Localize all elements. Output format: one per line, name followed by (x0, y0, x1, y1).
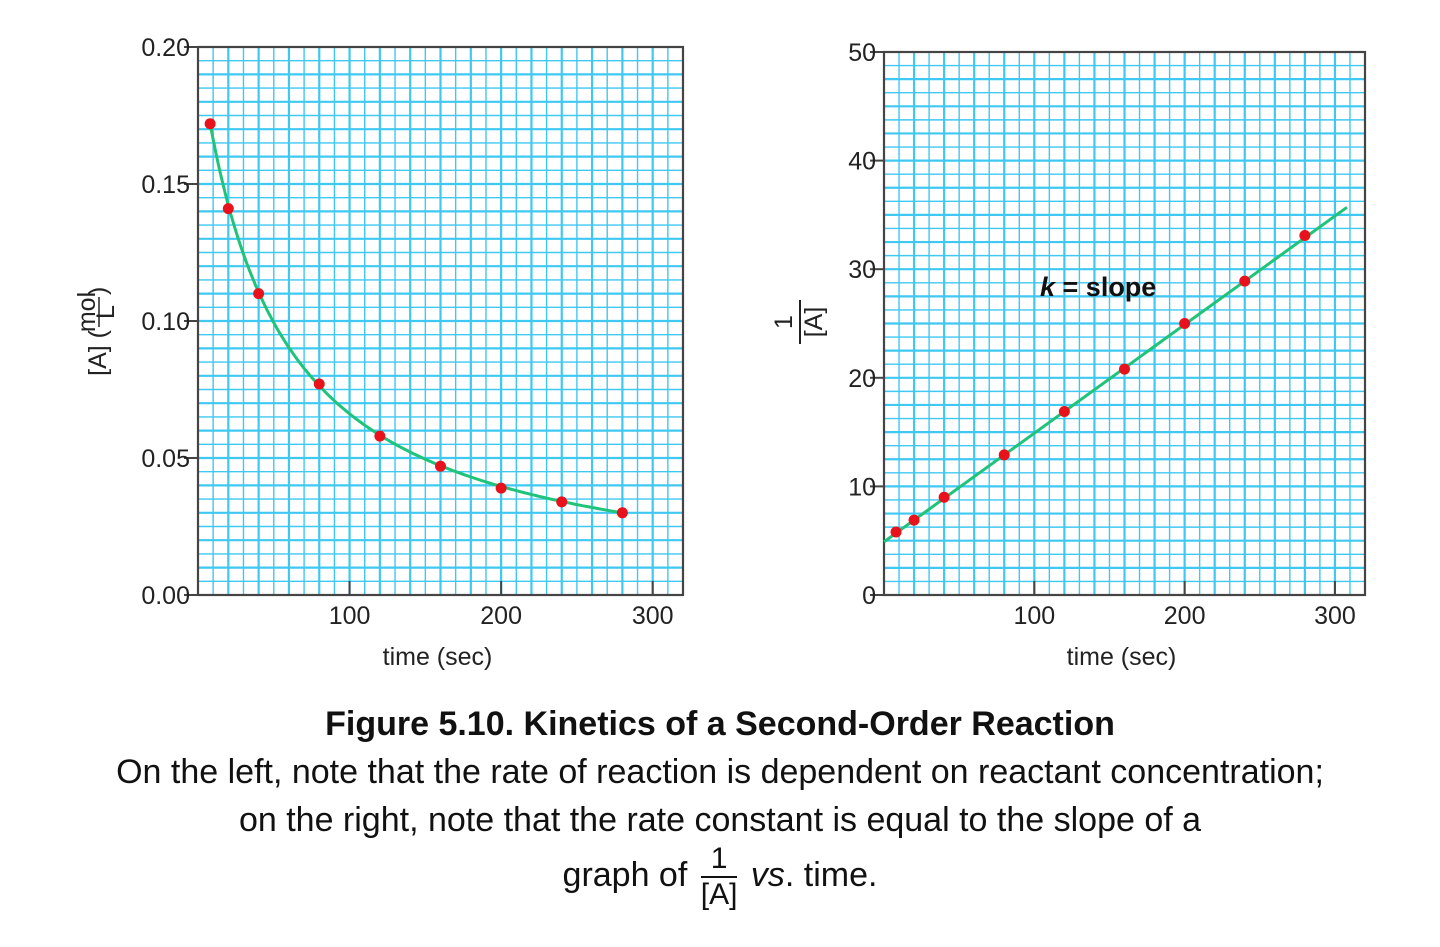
caption-frac-den: [A] (700, 878, 738, 911)
x-tick-label: 100 (1013, 602, 1055, 630)
y-tick-label: 10 (848, 473, 876, 501)
data-point (1299, 230, 1311, 242)
data-point (204, 118, 216, 130)
data-point (1058, 405, 1070, 417)
data-point (556, 496, 568, 508)
y-tick-label: 0.05 (141, 445, 190, 473)
y-axis-frac-den: L (92, 305, 120, 319)
y-tick-label: 0.20 (141, 34, 190, 62)
data-point (890, 526, 902, 538)
data-point (908, 514, 920, 526)
data-point (998, 449, 1010, 461)
x-axis-title: time (sec) (1067, 643, 1177, 671)
fit-line (883, 206, 1348, 544)
annotation-k: k (1040, 272, 1057, 302)
data-point (253, 288, 265, 300)
x-tick-label: 200 (480, 602, 522, 630)
annotation-k-slope: k = slope (1040, 272, 1156, 302)
annotation-slope: = slope (1055, 272, 1156, 302)
caption-line-3: graph of 1 [A] vs. time. (0, 844, 1440, 910)
y-tick-label: 40 (848, 148, 876, 176)
figure-caption: Figure 5.10. Kinetics of a Second-Order … (0, 700, 1440, 910)
caption-line-2: on the right, note that the rate constan… (238, 801, 1202, 839)
y-axis-title: 1 [A] (770, 300, 828, 344)
caption-time: . time. (784, 855, 878, 894)
caption-frac-num: 1 (700, 844, 738, 878)
y-tick-label: 0.00 (141, 582, 190, 610)
data-point (616, 507, 628, 519)
y-tick-label: 0 (862, 582, 876, 610)
chart-right: 0 10 20 30 40 50 100 200 300 time (sec) 1 [A] k = sl… (770, 39, 1367, 671)
y-axis-frac-num: mol (73, 292, 101, 332)
y-tick-label: 50 (848, 39, 876, 67)
data-point (938, 491, 950, 503)
y-axis-title-close: ) (84, 287, 112, 295)
caption-graph-of: graph of (562, 855, 688, 894)
caption-line-1: On the left, note that the rate of react… (116, 753, 1324, 791)
chart-left: 0.00 0.05 0.10 0.15 0.20 100 200 300 time (sec) [… (73, 34, 685, 671)
y-tick-label: 20 (848, 365, 876, 393)
caption-vs: vs (750, 855, 785, 894)
x-tick-label: 300 (1314, 602, 1356, 630)
data-point (1239, 275, 1251, 287)
x-axis-title: time (sec) (383, 643, 493, 671)
y-tick-label: 30 (848, 256, 876, 284)
y-axis-frac-den: [A] (800, 307, 828, 338)
plot-frame (882, 50, 1367, 597)
y-axis-title-main: [A] ( (84, 329, 112, 376)
y-tick-label: 0.15 (141, 171, 190, 199)
caption-title: Figure 5.10. Kinetics of a Second-Order … (325, 705, 1115, 743)
y-axis-frac-num: 1 (770, 315, 798, 329)
fit-curve (208, 123, 623, 515)
x-tick-label: 200 (1164, 602, 1206, 630)
data-point (222, 203, 234, 215)
data-point (1179, 318, 1191, 329)
data-point (374, 430, 386, 442)
data-point (1119, 363, 1130, 375)
x-tick-label: 300 (632, 602, 674, 630)
data-point (495, 482, 507, 494)
x-tick-label: 100 (329, 602, 371, 630)
data-point (435, 460, 446, 472)
y-tick-label: 0.10 (141, 308, 190, 336)
caption-fraction: 1 [A] (700, 844, 738, 911)
data-point (313, 378, 325, 390)
